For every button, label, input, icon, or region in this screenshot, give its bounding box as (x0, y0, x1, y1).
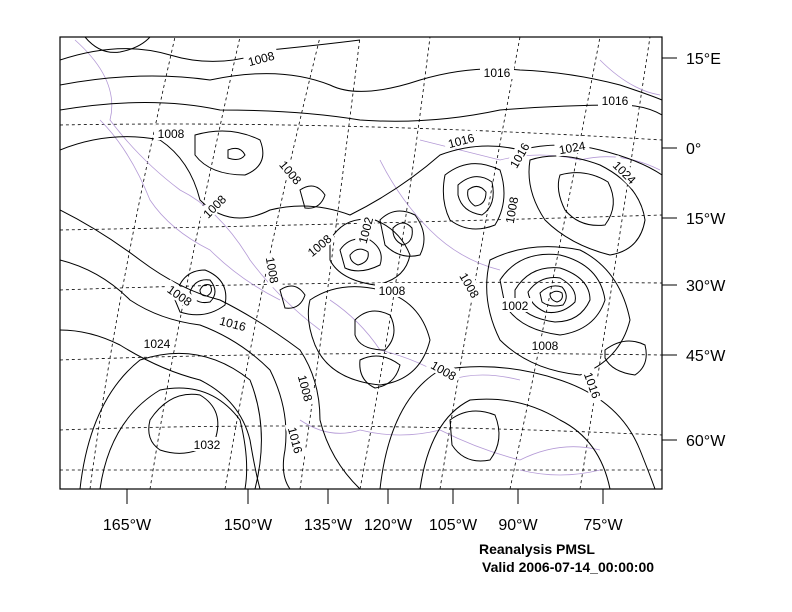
y-tick-label: 60°W (686, 433, 726, 450)
x-axis-labels: 165°W 150°W 135°W 120°W 105°W 90°W 75°W (103, 517, 624, 534)
contour-label: 1008 (295, 374, 316, 404)
y-tick-label: 45°W (686, 348, 726, 365)
contour-label: 1008 (379, 284, 406, 298)
contour-label: 1016 (602, 94, 629, 108)
x-tick-label: 120°W (364, 517, 413, 534)
y-tick-label: 0° (686, 141, 701, 158)
x-tick-label: 165°W (103, 517, 152, 534)
x-tick-label: 135°W (304, 517, 353, 534)
contour-label: 1016 (484, 66, 511, 80)
contour-label: 1024 (558, 139, 587, 157)
y-tick-label: 30°W (686, 278, 726, 295)
contour-label: 1024 (144, 337, 171, 351)
graticule (60, 37, 662, 489)
contour-label: 1016 (581, 370, 603, 400)
contour-label: 1008 (158, 127, 185, 141)
x-tick-label: 150°W (224, 517, 273, 534)
contour-label: 1032 (194, 438, 221, 452)
contour-label: 1016 (285, 426, 306, 456)
contour-label: 1008 (532, 339, 559, 353)
contour-label: 1008 (503, 195, 521, 224)
coastlines (74, 39, 661, 476)
contour-label: 1016 (447, 131, 477, 152)
contour-label: 1002 (502, 299, 529, 313)
y-axis-labels: 15°E 0° 15°W 30°W 45°W 60°W (686, 51, 726, 450)
x-axis-ticks (126, 489, 604, 504)
contour-label: 1008 (263, 256, 281, 285)
contour-label: 1008 (247, 49, 277, 70)
contour-label: 1002 (356, 215, 377, 245)
caption-valid-time: Valid 2006-07-14_00:00:00 (482, 559, 655, 575)
map-frame (59, 36, 663, 490)
x-tick-label: 105°W (429, 517, 478, 534)
y-tick-label: 15°E (686, 51, 721, 68)
caption-title: Reanalysis PMSL (479, 541, 595, 557)
y-tick-label: 15°W (686, 211, 726, 228)
isobars (60, 37, 662, 489)
x-tick-label: 75°W (583, 517, 623, 534)
y-axis-ticks (662, 57, 677, 441)
x-tick-label: 90°W (498, 517, 538, 534)
contour-label: 1016 (218, 314, 248, 335)
